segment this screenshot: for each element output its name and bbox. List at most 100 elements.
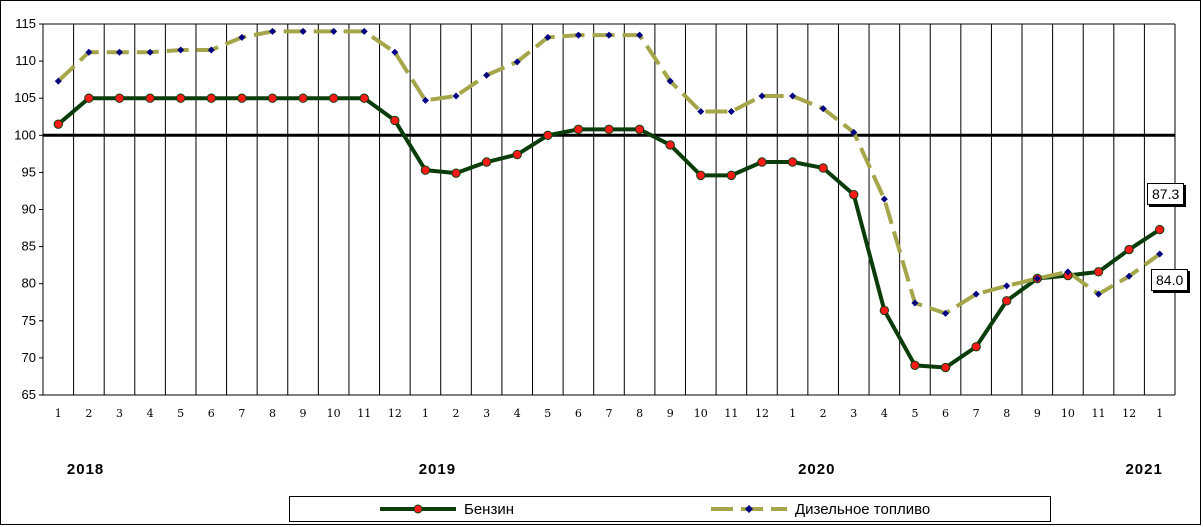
marker-benzin xyxy=(757,157,767,167)
x-tick-label: 5 xyxy=(177,407,184,420)
x-tick-label: 7 xyxy=(973,407,980,420)
marker-diesel xyxy=(758,92,766,100)
marker-benzin xyxy=(451,168,461,178)
marker-diesel xyxy=(972,290,980,298)
marker-diesel xyxy=(636,31,644,39)
marker-benzin xyxy=(175,93,186,103)
x-tick-label: 10 xyxy=(327,407,341,420)
marker-diesel xyxy=(330,27,338,35)
marker-diesel xyxy=(1156,250,1164,258)
marker-benzin xyxy=(359,93,369,103)
x-tick-label: 9 xyxy=(667,407,674,420)
x-tick-label: 4 xyxy=(147,407,154,420)
x-tick-label: 1 xyxy=(55,407,62,420)
legend-swatch-benzin xyxy=(380,504,456,514)
y-tick-label: 90 xyxy=(22,202,36,217)
series-line-diesel xyxy=(56,29,1161,316)
x-tick-label: 8 xyxy=(636,407,643,420)
marker-benzin xyxy=(665,140,675,150)
year-label: 2019 xyxy=(418,461,457,478)
legend: Бензин Дизельное топливо xyxy=(289,496,1051,522)
marker-diesel xyxy=(1095,290,1103,298)
x-tick-label: 4 xyxy=(514,407,521,420)
marker-diesel xyxy=(207,46,215,54)
y-tick-label: 70 xyxy=(22,350,36,365)
marker-diesel xyxy=(1125,272,1133,280)
marker-benzin xyxy=(879,305,890,316)
marker-diesel xyxy=(942,309,950,317)
marker-benzin xyxy=(726,170,737,181)
marker-diesel xyxy=(911,299,919,307)
marker-benzin xyxy=(573,124,584,135)
marker-diesel xyxy=(727,108,735,116)
x-tick-label: 11 xyxy=(1092,407,1106,420)
x-tick-label: 8 xyxy=(269,407,276,420)
series-line-benzin xyxy=(57,96,1161,370)
marker-diesel xyxy=(1064,268,1072,276)
marker-diesel xyxy=(850,128,858,136)
marker-benzin xyxy=(420,165,431,175)
x-tick-label: 1 xyxy=(789,407,796,420)
y-tick-label: 80 xyxy=(22,276,36,291)
x-tick-label: 4 xyxy=(881,407,888,420)
marker-diesel xyxy=(360,27,368,35)
x-tick-label: 8 xyxy=(1003,407,1010,420)
x-tick-label: 6 xyxy=(942,407,949,420)
axes xyxy=(42,23,1175,396)
y-tick-label: 95 xyxy=(22,164,36,179)
marker-benzin xyxy=(298,93,308,103)
x-tick-label: 3 xyxy=(116,407,123,420)
legend-label-benzin: Бензин xyxy=(464,500,515,518)
marker-diesel xyxy=(880,195,888,203)
marker-benzin xyxy=(114,93,125,103)
x-tick-label: 2 xyxy=(85,407,92,420)
marker-benzin xyxy=(910,360,920,371)
marker-diesel xyxy=(238,33,246,41)
marker-benzin xyxy=(512,149,522,160)
x-tick-label: 11 xyxy=(724,407,738,420)
x-tick-label: 9 xyxy=(1034,407,1041,420)
x-tick-label: 9 xyxy=(300,407,307,420)
marker-benzin xyxy=(1002,296,1012,306)
callout-diesel-last: 84.0 xyxy=(1151,269,1189,292)
marker-benzin xyxy=(1155,224,1165,235)
y-tick-label: 100 xyxy=(14,127,36,142)
marker-benzin xyxy=(1124,244,1134,255)
marker-benzin xyxy=(696,170,706,181)
marker-benzin xyxy=(328,93,339,103)
marker-diesel xyxy=(146,48,154,56)
marker-benzin xyxy=(849,189,859,200)
marker-diesel xyxy=(1003,282,1011,290)
marker-diesel xyxy=(391,48,399,56)
year-label: 2021 xyxy=(1125,461,1163,478)
marker-benzin xyxy=(634,124,645,135)
y-tick-label: 65 xyxy=(22,387,36,402)
x-tick-label: 12 xyxy=(755,407,769,420)
marker-diesel xyxy=(483,71,491,79)
x-tick-label: 5 xyxy=(911,407,918,420)
legend-swatch-diesel xyxy=(711,505,787,513)
marker-diesel xyxy=(177,46,185,54)
marker-benzin xyxy=(543,130,553,141)
marker-diesel xyxy=(789,92,797,100)
marker-benzin xyxy=(206,93,216,103)
x-tick-label: 3 xyxy=(483,407,490,420)
x-tick-label: 5 xyxy=(544,407,551,420)
x-tick-label: 1 xyxy=(422,407,429,420)
y-tick-labels: 65 70 75 80 85 90 95 100 105 110 115 xyxy=(14,16,43,402)
marker-benzin xyxy=(787,157,798,167)
marker-diesel xyxy=(605,31,613,39)
x-tick-label: 3 xyxy=(850,407,857,420)
marker-diesel xyxy=(544,33,552,41)
marker-diesel xyxy=(1033,275,1041,283)
marker-diesel xyxy=(299,27,307,35)
marker-benzin xyxy=(237,93,247,103)
y-tick-label: 110 xyxy=(15,53,36,68)
marker-diesel xyxy=(666,77,674,85)
marker-benzin xyxy=(267,93,278,103)
y-tick-label: 85 xyxy=(22,239,36,254)
marker-benzin xyxy=(84,93,94,103)
marker-benzin xyxy=(390,115,400,126)
marker-benzin xyxy=(940,362,951,373)
y-tick-label: 115 xyxy=(15,16,36,31)
